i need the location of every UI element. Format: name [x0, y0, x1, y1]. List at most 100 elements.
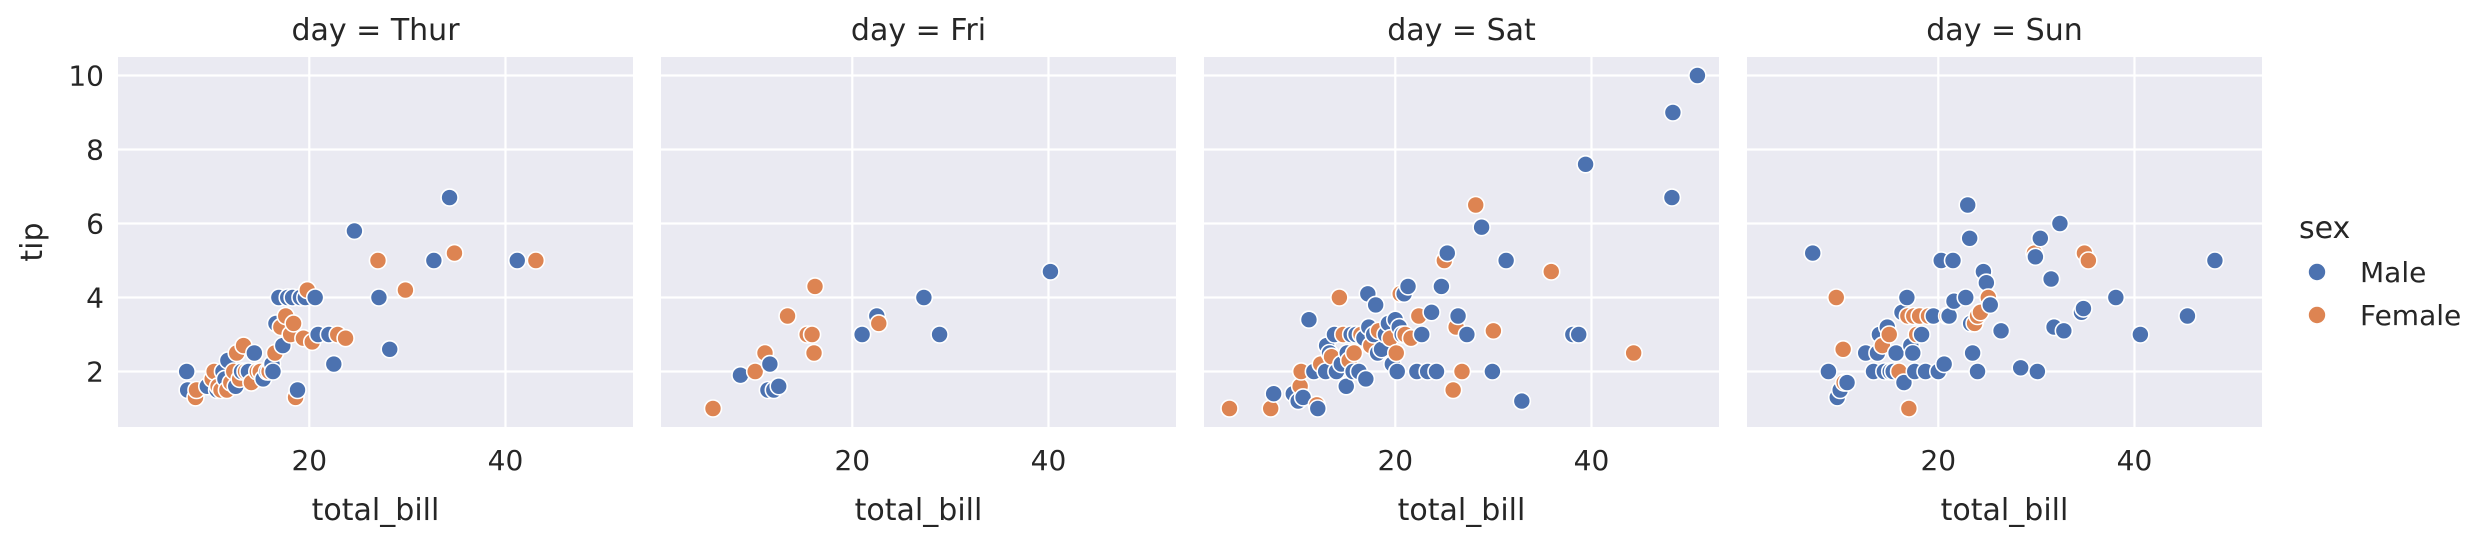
point-male	[1819, 362, 1838, 381]
point-female	[445, 243, 464, 263]
point-female	[1443, 380, 1463, 400]
point-male	[1422, 302, 1441, 322]
point-male	[760, 354, 780, 374]
point-female	[1879, 325, 1899, 344]
point-male	[930, 325, 949, 344]
point-male	[1803, 243, 1823, 263]
x-axis-label: total_bill	[1398, 493, 1526, 528]
panel-title-fri: day = Fri	[851, 13, 986, 48]
panel-title-thur: day = Thur	[291, 13, 460, 48]
point-female	[778, 306, 797, 326]
point-male	[1432, 277, 1451, 296]
point-male	[1958, 195, 1978, 215]
point-male	[1483, 362, 1502, 381]
point-female	[1826, 288, 1846, 307]
x-tick-label: 20	[1920, 444, 1956, 477]
point-male	[2106, 288, 2126, 307]
point-male	[1387, 362, 1407, 381]
point-male	[440, 188, 459, 207]
point-male	[1663, 103, 1683, 122]
point-male	[1457, 325, 1477, 344]
x-tick-label: 20	[291, 444, 327, 477]
point-male	[380, 339, 400, 359]
point-male	[1576, 155, 1595, 174]
points-sun	[1803, 195, 2225, 418]
y-tick-label: 2	[86, 356, 104, 389]
point-male	[288, 380, 307, 400]
point-male	[507, 251, 527, 270]
y-axis-label: tip	[15, 222, 50, 261]
point-female	[869, 314, 889, 333]
legend-label-male: Male	[2360, 256, 2426, 289]
legend-label-female: Female	[2360, 299, 2461, 332]
x-tick-label: 20	[834, 444, 870, 477]
x-tick-label: 40	[1031, 444, 1067, 477]
point-female	[1833, 339, 1853, 359]
panel-title-sun: day = Sun	[1926, 13, 2082, 48]
point-male	[263, 362, 283, 381]
point-male	[305, 288, 325, 307]
point-female	[1484, 321, 1503, 341]
point-female	[368, 251, 388, 270]
panel-sun: day = Sun 20 40 total_bill	[1747, 13, 2262, 528]
point-male	[1472, 217, 1491, 237]
point-male	[1512, 391, 1532, 411]
point-female	[1330, 288, 1349, 307]
point-female	[1261, 399, 1281, 418]
point-male	[177, 362, 196, 381]
point-male	[1991, 321, 2011, 341]
point-male	[2011, 358, 2030, 378]
point-female	[1452, 362, 1472, 381]
y-tick-label: 6	[86, 208, 104, 241]
point-male	[1356, 369, 1376, 389]
x-tick-label: 40	[1574, 444, 1610, 477]
point-male	[1412, 325, 1432, 344]
point-male	[1437, 243, 1457, 263]
point-female	[336, 328, 355, 348]
point-male	[2041, 269, 2061, 289]
point-male	[2178, 306, 2197, 326]
point-male	[1496, 251, 1516, 270]
point-male	[1366, 295, 1385, 315]
point-female	[396, 280, 415, 300]
point-male	[1448, 306, 1468, 326]
x-axis-label: total_bill	[312, 493, 440, 528]
point-male	[2050, 214, 2070, 233]
point-male	[2031, 229, 2050, 248]
point-male	[1688, 66, 1707, 85]
point-female	[1344, 343, 1364, 363]
point-male	[1308, 399, 1328, 418]
legend-marker-male	[2307, 262, 2327, 282]
point-male	[1837, 373, 1857, 392]
point-male	[2074, 299, 2093, 318]
point-female	[1899, 399, 1919, 418]
x-axis-label: total_bill	[1941, 493, 2069, 528]
point-female	[1541, 262, 1561, 281]
x-tick-label: 40	[2117, 444, 2153, 477]
point-male	[1960, 229, 1979, 248]
point-female	[802, 325, 822, 344]
point-male	[1897, 288, 1917, 307]
point-male	[1264, 384, 1283, 404]
x-tick-label: 40	[488, 444, 524, 477]
point-male	[1041, 262, 1060, 281]
panel-sat: day = Sat 20 40 total_bill	[1204, 13, 1719, 528]
point-female	[526, 251, 546, 270]
point-female	[1466, 195, 1486, 215]
point-male	[1662, 188, 1682, 207]
points-sat	[1220, 66, 1707, 418]
panel-thur: day = Thur 20 40 total_bill 2 4 6 8 10 tip	[15, 13, 633, 528]
point-male	[2028, 362, 2047, 381]
panel-title-sat: day = Sat	[1387, 13, 1536, 48]
point-male	[1894, 373, 1914, 392]
legend-marker-female	[2307, 305, 2327, 325]
point-male	[2054, 321, 2074, 341]
points-fri	[703, 262, 1060, 418]
point-female	[1624, 343, 1643, 363]
point-male	[1299, 310, 1319, 330]
point-female	[1386, 343, 1406, 363]
legend-title: sex	[2299, 211, 2350, 246]
point-female	[1220, 399, 1239, 418]
point-female	[284, 314, 303, 333]
